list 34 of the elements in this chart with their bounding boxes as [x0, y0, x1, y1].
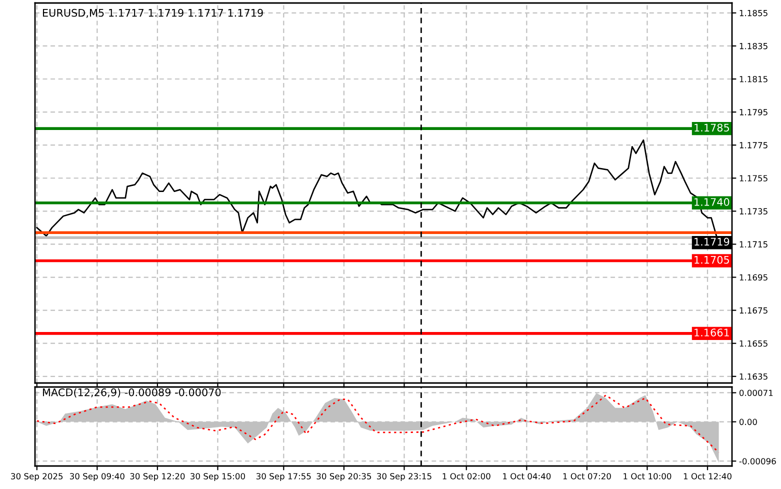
- y-tick-label: 1.1835: [740, 42, 768, 50]
- y-tick-label: 1.1675: [740, 307, 768, 314]
- x-tick-label: 30 Sep 09:40: [70, 473, 124, 482]
- y-tick-label: 1.1755: [740, 175, 768, 182]
- y-tick-label: 1.1775: [740, 142, 768, 148]
- y-tick-label: 1.1655: [740, 340, 768, 347]
- x-tick-label: 1 Oct 02:00: [442, 473, 490, 480]
- ref-line-label: 1.1740: [694, 198, 730, 206]
- x-tick-label: 30 Sep 17:55: [256, 473, 311, 482]
- x-tick-label: 30 Sep 12:20: [130, 473, 185, 482]
- ref-line-label: 1.1719: [694, 238, 730, 246]
- y-tick-label: 0.00071: [739, 390, 773, 396]
- x-tick-label: 1 Oct 12:40: [684, 473, 732, 480]
- y-tick-label: 1.1735: [740, 208, 768, 214]
- ref-line-label: 1.1785: [694, 124, 729, 132]
- x-tick-label: 30 Sep 2025: [11, 473, 63, 482]
- y-tick-label: 1.1795: [740, 109, 768, 116]
- y-tick-label: 1.1635: [740, 373, 768, 380]
- x-tick-label: 30 Sep 23:15: [377, 473, 432, 482]
- y-tick-label: 1.1695: [740, 274, 768, 281]
- ref-line-label: 1.1661: [694, 328, 729, 336]
- x-tick-label: 1 Oct 10:00: [624, 473, 672, 480]
- y-tick-label: 1.1815: [740, 76, 768, 82]
- ref-line-label: 1.1705: [694, 256, 729, 264]
- y-tick-label: -0.00096: [739, 458, 776, 464]
- chart-title: MACD(12,26,9) -0.00089 -0.00070: [42, 388, 221, 398]
- chart-title: EURUSD,M5 1.1717 1.1719 1.1717 1.1719: [42, 8, 263, 18]
- y-tick-label: 0.00: [739, 418, 757, 426]
- x-tick-label: 30 Sep 20:35: [316, 473, 372, 482]
- x-tick-label: 30 Sep 15:00: [190, 473, 245, 482]
- y-tick-label: 1.1855: [740, 10, 768, 16]
- x-tick-label: 1 Oct 04:40: [503, 473, 551, 480]
- y-tick-label: 1.1715: [740, 241, 768, 248]
- x-tick-label: 1 Oct 07:20: [563, 473, 611, 480]
